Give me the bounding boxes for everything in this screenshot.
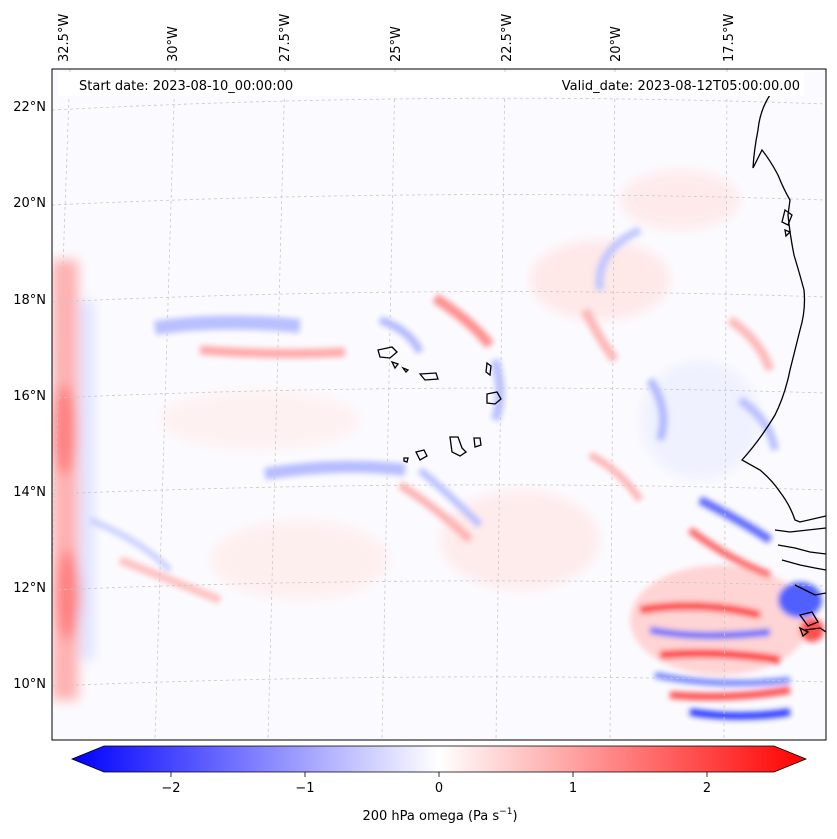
colorbar-tick-label: −2 — [161, 781, 180, 796]
lat-tick-label: 16°N — [13, 389, 46, 404]
colorbar-label: 200 hPa omega (Pa s−1) — [362, 807, 517, 824]
graticule — [52, 69, 826, 740]
lon-tick-label: 30°W — [166, 26, 181, 62]
coastline — [740, 94, 826, 638]
start-date-label: Start date: 2023-08-10_00:00:00 — [79, 79, 293, 94]
lon-tick-label: 32.5°W — [57, 14, 72, 62]
colorbar-tick-label: −1 — [295, 781, 314, 796]
colorbar-bar — [70, 745, 808, 773]
map-frame — [51, 68, 827, 741]
lat-tick-label: 10°N — [13, 677, 46, 692]
lon-tick-label: 20°W — [609, 26, 624, 62]
valid-date-label: Valid_date: 2023-08-12T05:00:00.00 — [562, 79, 800, 94]
cape-verde-islands — [377, 346, 502, 463]
lat-tick-labels: 22°N 20°N 18°N 16°N 14°N 12°N 10°N — [13, 100, 46, 692]
header-box — [58, 72, 804, 96]
lon-tick-label: 25°W — [389, 26, 404, 62]
lon-tick-label: 27.5°W — [278, 14, 293, 62]
lat-tick-label: 18°N — [13, 293, 46, 308]
lon-tick-label: 17.5°W — [722, 14, 737, 62]
colorbar: −2 −1 0 1 2 200 hPa omega (Pa s−1) — [70, 745, 808, 824]
colorbar-tick-label: 1 — [569, 781, 577, 796]
lon-tick-labels: 32.5°W 30°W 27.5°W 25°W 22.5°W 20°W 17.5… — [57, 14, 737, 62]
lat-tick-label: 20°N — [13, 196, 46, 211]
colorbar-ticks: −2 −1 0 1 2 — [161, 772, 711, 796]
omega-field — [52, 69, 826, 740]
colorbar-tick-label: 2 — [703, 781, 711, 796]
lon-tick-label: 22.5°W — [500, 14, 515, 62]
lat-tick-label: 12°N — [13, 581, 46, 596]
lat-tick-label: 22°N — [13, 100, 46, 115]
colorbar-tick-label: 0 — [435, 781, 443, 796]
lat-tick-label: 14°N — [13, 485, 46, 500]
